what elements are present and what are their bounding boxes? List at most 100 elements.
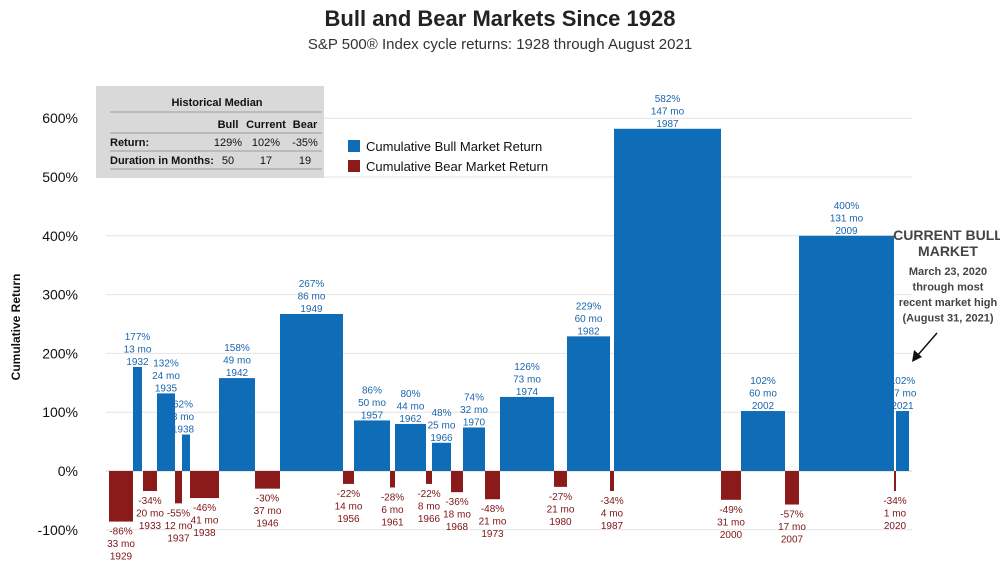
bear-bar-label: 8 mo <box>418 501 441 512</box>
annotation-text: (August 31, 2021) <box>902 313 993 325</box>
bull-bar-label: 177% <box>125 332 151 343</box>
y-axis-title: Cumulative Return <box>9 274 23 381</box>
y-tick-label: 500% <box>42 169 78 185</box>
bear-bar-label: 31 mo <box>717 517 745 528</box>
bear-bar-label: 12 mo <box>165 521 193 532</box>
bull-bar-label: 158% <box>224 343 250 354</box>
bull-bar-label: 13 mo <box>124 344 152 355</box>
bull-bar-label: 400% <box>834 201 860 212</box>
bull-bar-label: 1949 <box>300 304 323 315</box>
bull-bar-label: 2002 <box>752 401 775 412</box>
y-tick-label: 300% <box>42 287 78 303</box>
bull-bar-2002 <box>741 411 785 471</box>
bull-bar-1962 <box>395 423 426 471</box>
bull-bar-1938 <box>182 434 190 471</box>
median-cell: 102% <box>252 137 280 149</box>
bear-bar-label: 1966 <box>418 514 441 525</box>
bear-bar-label: 1961 <box>381 517 404 528</box>
bear-bar-label: -34% <box>600 496 623 507</box>
median-table-box <box>96 86 324 178</box>
bear-bar-label: -27% <box>549 492 572 503</box>
bear-bar-1987 <box>610 471 614 491</box>
bear-bar-1938 <box>190 471 219 499</box>
bear-bar-label: 1 mo <box>884 508 907 519</box>
bull-bar-label: 126% <box>514 362 540 373</box>
bull-bar-label: 48% <box>431 408 451 419</box>
annotation-arrow-line <box>916 332 938 357</box>
bull-bar-1974 <box>500 396 554 471</box>
median-cell: 129% <box>214 137 242 149</box>
annotation-text: through most <box>913 282 984 294</box>
historical-median-table: Historical Median Bull Current Bear Return: 1… <box>96 86 324 178</box>
bear-bar-1973 <box>485 471 500 500</box>
bull-bar-1942 <box>219 378 255 471</box>
bull-bar-1935 <box>157 393 175 471</box>
bear-bar-2020 <box>894 471 896 491</box>
bear-bar-label: 1946 <box>256 519 279 530</box>
bull-bar-label: 1942 <box>226 368 249 379</box>
bear-bar-label: 1937 <box>167 533 190 544</box>
bear-bar-1968 <box>451 471 463 493</box>
bear-bar-1961 <box>390 471 395 488</box>
bull-bar-1970 <box>463 427 485 471</box>
median-row-label: Return: <box>110 137 149 149</box>
bear-bar-1929 <box>109 471 133 522</box>
annotation-arrow-head <box>912 350 922 362</box>
bear-bar-label: 2000 <box>720 530 743 541</box>
bear-bar-label: 1938 <box>193 528 216 539</box>
bear-bar-label: 2007 <box>781 535 804 546</box>
bear-bar-label: -30% <box>256 494 279 505</box>
bull-bar-label: 2009 <box>835 226 858 237</box>
bear-bar-label: 1956 <box>337 514 360 525</box>
bear-bar-label: 21 mo <box>479 517 507 528</box>
y-tick-label: -100% <box>38 522 78 538</box>
bull-bar-label: 49 mo <box>223 356 251 367</box>
bull-bar-1957 <box>354 420 390 471</box>
bear-bar-label: -22% <box>337 489 360 500</box>
bull-bar-1949 <box>280 314 343 471</box>
bull-bar-label: 86% <box>362 385 382 396</box>
bear-bar-2007 <box>785 471 799 505</box>
annotation-title: CURRENT BULL <box>893 227 1000 243</box>
bull-bar-label: 1962 <box>399 414 422 425</box>
bull-bar-label: 73 mo <box>513 374 541 385</box>
bull-bar-label: 1935 <box>155 383 178 394</box>
bull-bar-2009 <box>799 235 894 471</box>
bull-bar-label: 131 mo <box>830 213 864 224</box>
bull-bar-label: 1982 <box>577 326 600 337</box>
bull-bar-label: 1987 <box>656 119 679 130</box>
bull-bar-label: 267% <box>299 279 325 290</box>
bear-bar-label: 1980 <box>549 517 572 528</box>
bull-bar-label: 2021 <box>891 401 914 412</box>
bull-bar-label: 132% <box>153 358 179 369</box>
bear-bar-label: 1933 <box>139 521 162 532</box>
bear-bar-label: 33 mo <box>107 539 135 550</box>
bear-bar-label: -86% <box>109 527 132 538</box>
bull-bar-label: 74% <box>464 392 484 403</box>
bear-bar-label: -34% <box>138 496 161 507</box>
bear-bar-label: 21 mo <box>547 504 575 515</box>
bull-bar-label: 25 mo <box>428 420 456 431</box>
bear-bar-1933 <box>143 471 157 491</box>
median-cell: 50 <box>222 155 234 167</box>
bear-legend-label: Cumulative Bear Market Return <box>366 159 548 174</box>
chart-title: Bull and Bear Markets Since 1928 <box>324 6 676 31</box>
bull-bar-label: 582% <box>655 94 681 105</box>
median-col-header: Current <box>246 119 286 131</box>
bull-bar-label: 229% <box>576 301 602 312</box>
bear-bar-label: -55% <box>167 508 190 519</box>
bull-bar-label: 80% <box>400 389 420 400</box>
bear-bar-label: 14 mo <box>335 501 363 512</box>
y-tick-label: 200% <box>42 345 78 361</box>
bear-bar-label: 20 mo <box>136 508 164 519</box>
bear-bar-1966 <box>426 471 432 484</box>
bull-bar-1982 <box>567 336 610 471</box>
bear-bar-label: -48% <box>481 504 504 515</box>
median-cell: -35% <box>292 137 318 149</box>
annotation-text: recent market high <box>899 297 998 309</box>
bear-bar-label: 1968 <box>446 522 469 533</box>
bear-bar-label: -36% <box>445 497 468 508</box>
